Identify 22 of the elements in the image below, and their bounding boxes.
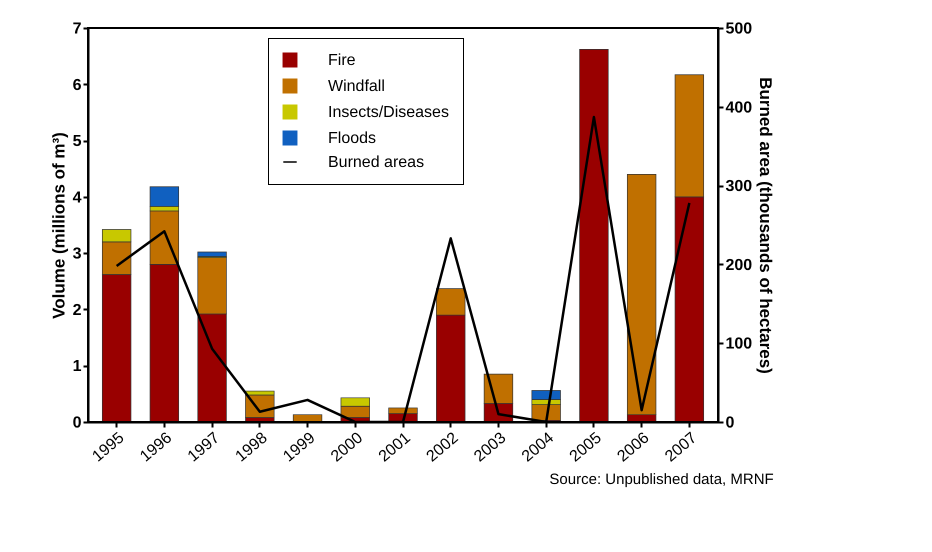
y-tick-label: 1 bbox=[72, 358, 82, 376]
legend-label: Burned areas bbox=[328, 154, 424, 171]
y2-tick-label: 400 bbox=[726, 99, 752, 116]
y2-tick-label: 300 bbox=[726, 178, 752, 196]
y-tick-label: 3 bbox=[72, 246, 82, 263]
legend-label: Fire bbox=[328, 52, 356, 69]
y2-tick-label: 100 bbox=[726, 336, 752, 353]
y-tick-label: 5 bbox=[72, 133, 82, 150]
y2-tick-label: 200 bbox=[726, 256, 752, 274]
legend-label: Windfall bbox=[328, 78, 385, 95]
y-tick-label: 7 bbox=[72, 20, 82, 38]
y-tick-label: 4 bbox=[72, 189, 82, 206]
source-note: Source: Unpublished data, MRNF bbox=[549, 471, 774, 488]
y-axis-title: Volume (millions of m³) bbox=[50, 132, 69, 319]
legend-label: Floods bbox=[328, 130, 376, 147]
y-tick-label: 0 bbox=[72, 414, 82, 432]
y2-tick-label: 500 bbox=[726, 20, 752, 38]
y-tick-label: 6 bbox=[72, 76, 82, 94]
legend-label: Insects/Diseases bbox=[328, 104, 449, 121]
y2-axis-title: Burned area (thousands of hectares) bbox=[756, 77, 776, 374]
y2-tick-label: 0 bbox=[726, 414, 734, 432]
y-tick-label: 2 bbox=[72, 302, 82, 319]
